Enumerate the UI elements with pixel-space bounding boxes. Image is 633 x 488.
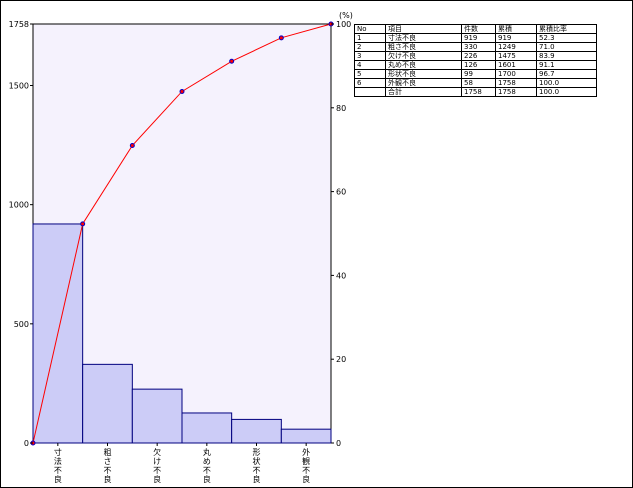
cumulative-point-3 (179, 88, 185, 94)
table-cell: 1758 (495, 78, 537, 88)
y2-tick-label: 20 (336, 355, 346, 364)
table-cell: 100.0 (536, 87, 597, 97)
table-header-cell: No (354, 24, 386, 34)
x-tick-label-5: 形状不良 (253, 448, 261, 484)
x-tick-label-6: 外観不良 (302, 447, 310, 484)
table-cell: 2 (354, 42, 386, 52)
table-cell: 3 (354, 51, 386, 61)
y-tick-label: 1758 (9, 20, 29, 29)
table-cell: 1475 (495, 51, 537, 61)
table-cell: 919 (495, 33, 537, 43)
table-cell: 6 (354, 78, 386, 88)
table-header-cell: 項目 (385, 24, 462, 34)
table-cell: 1758 (495, 87, 537, 97)
table-row: 4 丸め不良 126 1601 91.1 (354, 60, 597, 70)
table-cell: 100.0 (536, 78, 597, 88)
table-cell: 1700 (495, 69, 537, 79)
y2-axis-unit: (%) (339, 11, 353, 20)
table-cell: 919 (461, 33, 496, 43)
cumulative-point-2 (129, 143, 135, 149)
table-cell: 96.7 (536, 69, 597, 79)
table-cell: 52.3 (536, 33, 597, 43)
table-cell: 126 (461, 60, 496, 70)
x-tick-label-4: 丸め不良 (203, 447, 211, 484)
table-row: 5 形状不良 99 1700 96.7 (354, 69, 597, 79)
bar-2 (82, 363, 133, 444)
table-header-cell: 件数 (461, 24, 496, 34)
table-header-cell: 累積 (495, 24, 537, 34)
y2-tick-label: 60 (336, 188, 346, 197)
table-cell: 1249 (495, 42, 537, 52)
table-cell: 形状不良 (385, 69, 462, 79)
table-cell: 4 (354, 60, 386, 70)
table-cell: 1758 (461, 87, 496, 97)
table-cell: 粗さ不良 (385, 42, 462, 52)
table-cell: 91.1 (536, 60, 597, 70)
cumulative-point-1 (80, 221, 86, 227)
table-row: 1 寸法不良 919 919 52.3 (354, 33, 597, 43)
cumulative-point-4 (229, 58, 235, 64)
table-cell: 寸法不良 (385, 33, 462, 43)
bar-3 (131, 388, 183, 444)
table-cell: 5 (354, 69, 386, 79)
y-tick-label: 1500 (9, 81, 29, 90)
table-cell: 1 (354, 33, 386, 43)
table-cell: 外観不良 (385, 78, 462, 88)
table-row: 6 外観不良 58 1758 100.0 (354, 78, 597, 88)
table-cell: 欠け不良 (385, 51, 462, 61)
table-header-row: No 項目 件数 累積 累積比率 (354, 24, 597, 34)
x-tick-label-1: 寸法不良 (54, 447, 62, 484)
table-cell: 226 (461, 51, 496, 61)
table-header-cell: 累積比率 (536, 24, 597, 34)
bar-4 (181, 412, 233, 444)
table-cell: 1601 (495, 60, 537, 70)
table-cell: 58 (461, 78, 496, 88)
table-cell: 丸め不良 (385, 60, 462, 70)
y-tick-label: 0 (24, 439, 29, 448)
bar-5 (231, 418, 282, 444)
y2-tick-label: 80 (336, 104, 346, 113)
table-row: 3 欠け不良 226 1475 83.9 (354, 51, 597, 61)
x-tick-label-3: 欠け不良 (153, 447, 161, 484)
y2-tick-label: 100 (336, 20, 351, 29)
y-tick-label: 1000 (9, 201, 29, 210)
table-body: 1 寸法不良 919 919 52.3 2 粗さ不良 330 1249 71.0 3 欠け不良 226 1… (354, 33, 597, 97)
table-row: 2 粗さ不良 330 1249 71.0 (354, 42, 597, 52)
y2-tick-label: 0 (336, 439, 341, 448)
table-cell: 合計 (385, 87, 462, 97)
table-cell: 99 (461, 69, 496, 79)
table-row: 合計 1758 1758 100.0 (354, 87, 597, 97)
table-cell (354, 87, 386, 97)
table-cell: 330 (461, 42, 496, 52)
x-tick-label-2: 粗さ不良 (104, 447, 112, 484)
y-tick-label: 500 (14, 320, 29, 329)
bar-6 (280, 428, 332, 444)
data-table: No 項目 件数 累積 累積比率 1 寸法不良 919 919 52.3 2 粗さ不良 330 1249… (354, 24, 597, 97)
table-cell: 83.9 (536, 51, 597, 61)
table-cell: 71.0 (536, 42, 597, 52)
y2-tick-label: 40 (336, 271, 346, 280)
cumulative-point-5 (278, 35, 284, 41)
